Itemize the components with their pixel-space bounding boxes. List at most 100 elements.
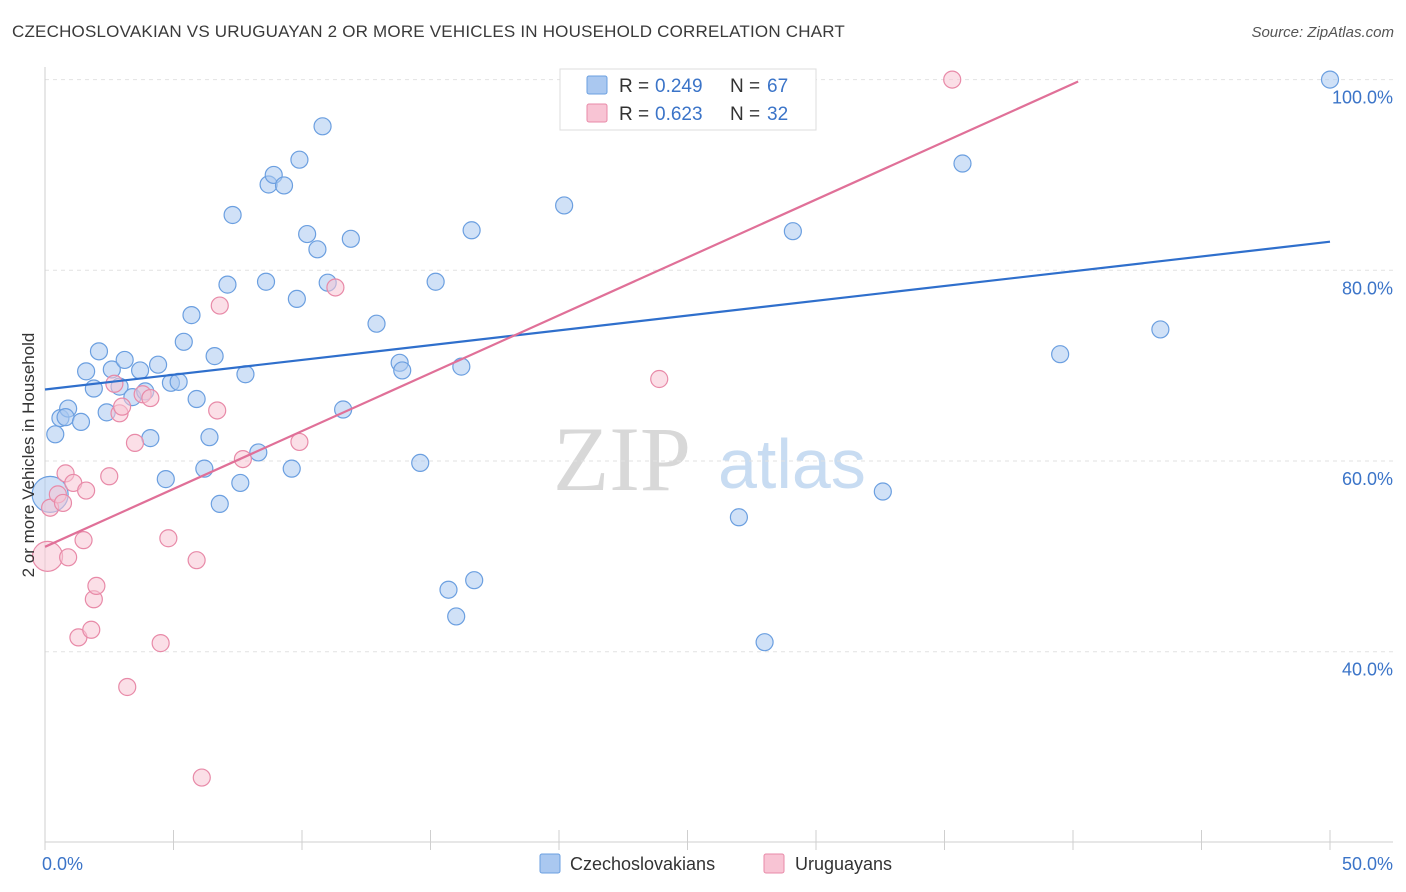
y-tick-label-40: 40.0% (1342, 660, 1393, 680)
watermark-zip: ZIP (553, 408, 691, 510)
y-axis-title: 2 or more Vehicles in Household (19, 333, 38, 578)
point-uruguayans-27 (233, 449, 252, 469)
point-czechoslovakians-37 (282, 459, 301, 478)
y-tick-label-80: 80.0% (1342, 278, 1393, 298)
point-czechoslovakians-61 (873, 482, 892, 501)
point-czechoslovakians-45 (341, 229, 360, 248)
legend-n-label-1: N = (730, 104, 760, 125)
point-uruguayans-16 (112, 397, 132, 416)
point-uruguayans-14 (105, 374, 124, 393)
point-uruguayans-23 (187, 551, 206, 570)
chart-title: CZECHOSLOVAKIAN VS URUGUAYAN 2 OR MORE V… (12, 22, 846, 41)
point-czechoslovakians-64 (1151, 320, 1170, 339)
point-uruguayans-30 (650, 369, 669, 389)
bottom-legend-label-czechoslovakians: Czechoslovakians (570, 854, 715, 874)
point-uruguayans-10 (82, 620, 101, 639)
point-uruguayans-21 (151, 634, 170, 653)
source-label: Source: ZipAtlas.com (1251, 24, 1394, 41)
point-czechoslovakians-6 (77, 362, 96, 381)
point-czechoslovakians-16 (141, 429, 160, 448)
point-czechoslovakians-54 (462, 221, 481, 240)
x-tick-label-0: 0.0% (42, 854, 83, 874)
legend-r-label-1: R = (619, 104, 649, 125)
point-uruguayans-9 (77, 481, 96, 500)
axes (44, 67, 1393, 850)
point-czechoslovakians-60 (783, 222, 802, 241)
point-uruguayans-12 (87, 576, 106, 596)
point-uruguayans-18 (125, 433, 145, 452)
point-uruguayans-20 (141, 388, 160, 408)
point-czechoslovakians-39 (290, 150, 309, 169)
point-czechoslovakians-46 (367, 314, 386, 333)
point-czechoslovakians-41 (308, 240, 327, 259)
tick-labels: 40.0% 60.0% 80.0% 100.0% 0.0% 50.0% (42, 88, 1393, 874)
point-czechoslovakians-36 (274, 176, 294, 195)
point-czechoslovakians-21 (174, 332, 193, 351)
point-uruguayans-8 (74, 531, 93, 550)
bottom-legend-label-uruguayans: Uruguayans (795, 854, 892, 874)
point-czechoslovakians-58 (729, 508, 749, 527)
legend-n-value-0: 67 (767, 76, 788, 97)
trend-lines (44, 80, 1331, 548)
point-czechoslovakians-38 (287, 289, 306, 309)
point-czechoslovakians-14 (130, 361, 150, 380)
legend-swatch-uruguayans (586, 103, 608, 123)
point-czechoslovakians-33 (256, 272, 276, 291)
point-czechoslovakians-59 (755, 633, 774, 652)
point-czechoslovakians-50 (426, 272, 445, 291)
legend-r-label-0: R = (619, 76, 649, 97)
point-czechoslovakians-20 (169, 372, 188, 391)
point-czechoslovakians-65 (1320, 70, 1340, 89)
point-uruguayans-26 (210, 296, 229, 315)
point-uruguayans-29 (326, 278, 345, 297)
point-uruguayans-25 (208, 401, 227, 420)
point-czechoslovakians-31 (236, 365, 255, 384)
legend-r-value-1: 0.623 (655, 104, 703, 125)
point-czechoslovakians-56 (555, 196, 574, 215)
point-czechoslovakians-63 (1051, 345, 1070, 364)
point-czechoslovakians-42 (313, 117, 332, 136)
point-uruguayans-22 (159, 529, 178, 548)
y-tick-label-100: 100.0% (1332, 88, 1393, 108)
trend-line-uruguayans (44, 80, 1079, 548)
point-czechoslovakians-49 (411, 453, 430, 473)
point-czechoslovakians-8 (89, 342, 109, 361)
point-uruguayans-13 (100, 467, 119, 486)
point-czechoslovakians-5 (71, 412, 91, 432)
data-points (31, 70, 1340, 787)
legend-swatch-czechoslovakians (586, 75, 608, 95)
legend-n-label-0: N = (730, 76, 760, 97)
point-czechoslovakians-55 (465, 571, 484, 590)
point-czechoslovakians-1 (46, 425, 65, 444)
x-tick-label-50: 50.0% (1342, 854, 1393, 874)
point-czechoslovakians-22 (182, 306, 201, 325)
point-uruguayans-3 (53, 493, 73, 513)
point-czechoslovakians-18 (156, 470, 175, 489)
point-czechoslovakians-26 (205, 347, 224, 366)
trend-line-czechoslovakians (44, 240, 1331, 391)
point-czechoslovakians-23 (187, 389, 206, 409)
point-czechoslovakians-25 (200, 428, 219, 447)
point-czechoslovakians-17 (148, 355, 168, 374)
legend-bottom: Czechoslovakians Uruguayans (539, 853, 892, 874)
point-czechoslovakians-52 (439, 580, 458, 599)
point-czechoslovakians-27 (210, 494, 229, 514)
point-czechoslovakians-62 (953, 154, 972, 173)
point-czechoslovakians-53 (452, 357, 471, 376)
point-uruguayans-24 (192, 768, 211, 787)
bottom-legend-swatch-czechoslovakians (539, 853, 561, 874)
point-czechoslovakians-28 (218, 275, 237, 294)
bottom-legend-swatch-uruguayans (763, 853, 785, 874)
point-uruguayans-5 (59, 548, 78, 567)
point-uruguayans-31 (943, 70, 962, 89)
point-czechoslovakians-30 (231, 473, 250, 493)
legend-n-value-1: 32 (767, 104, 788, 125)
point-czechoslovakians-48 (393, 361, 412, 380)
gridlines (45, 79, 1393, 653)
point-czechoslovakians-51 (447, 607, 466, 626)
point-uruguayans-17 (118, 677, 137, 697)
y-tick-label-60: 60.0% (1342, 469, 1393, 489)
point-czechoslovakians-12 (115, 350, 134, 370)
watermark-atlas: atlas (718, 425, 866, 503)
